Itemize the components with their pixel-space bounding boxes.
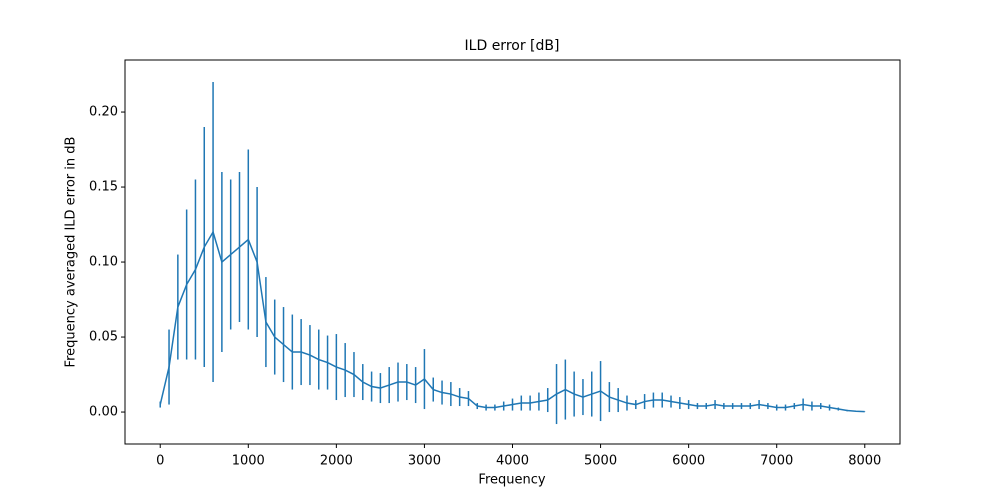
y-tick-label: 0.10 <box>89 255 118 270</box>
x-axis-label: Frequency <box>478 473 545 488</box>
chart-title: ILD error [dB] <box>465 38 560 54</box>
x-tick-label: 1000 <box>232 454 265 469</box>
y-tick-label: 0.05 <box>89 330 118 345</box>
x-tick-label: 2000 <box>320 454 353 469</box>
y-tick-label: 0.15 <box>89 180 118 195</box>
mean-line <box>159 230 865 413</box>
x-tick-label: 6000 <box>672 454 705 469</box>
x-tick-label: 5000 <box>584 454 617 469</box>
plot-frame <box>124 59 901 445</box>
x-tick-label: 0 <box>156 454 164 469</box>
y-tick-label: 0.00 <box>89 405 118 420</box>
x-tick-label: 7000 <box>760 454 793 469</box>
y-axis-label: Frequency averaged ILD error in dB <box>64 137 79 368</box>
y-tick-label: 0.20 <box>89 105 118 120</box>
x-tick-label: 8000 <box>848 454 881 469</box>
x-tick-label: 4000 <box>496 454 529 469</box>
x-tick-label: 3000 <box>408 454 441 469</box>
